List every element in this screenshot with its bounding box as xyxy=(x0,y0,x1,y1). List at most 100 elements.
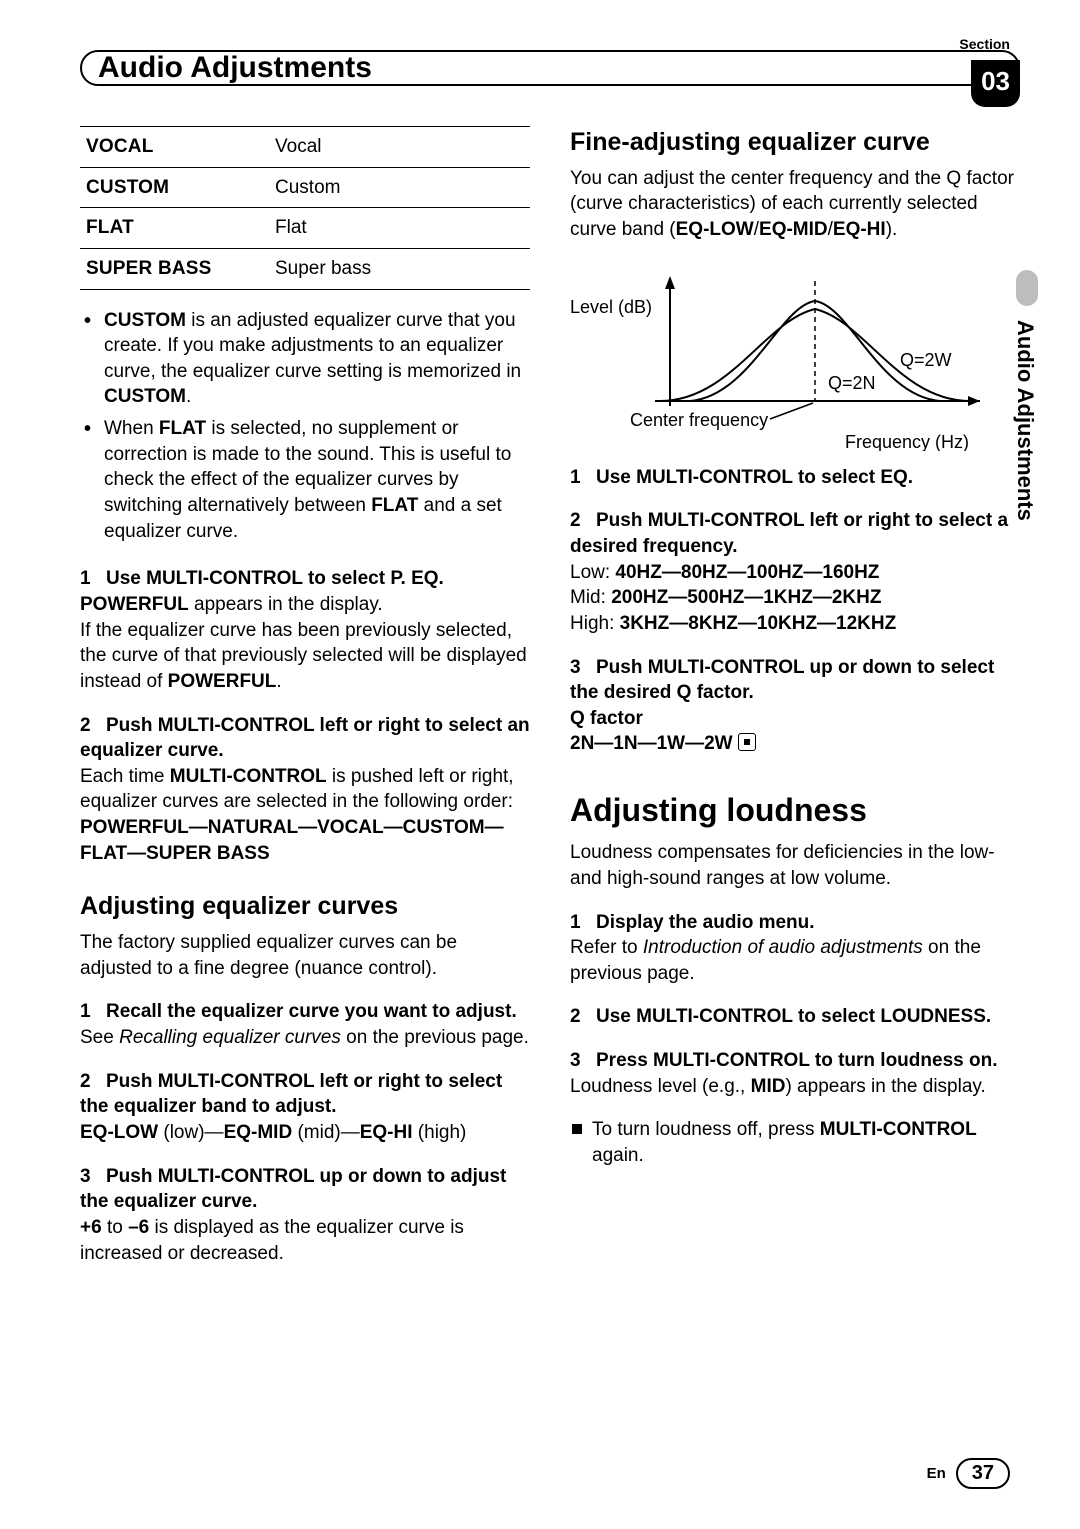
q-factor-vals: 2N—1N—1W—2W xyxy=(570,731,1020,757)
text: ) appears in the display. xyxy=(785,1076,985,1097)
page-title: Audio Adjustments xyxy=(98,51,382,85)
step-lead-text: Display the audio menu. xyxy=(596,912,815,933)
table-row: SUPER BASSSuper bass xyxy=(80,248,530,289)
text: to xyxy=(102,1217,128,1238)
step-select-q: 3Push MULTI-CONTROL up or down to select… xyxy=(570,655,1020,758)
text: Refer to xyxy=(570,937,643,958)
step-lead: 2Use MULTI-CONTROL to select LOUDNESS. xyxy=(570,1004,1020,1030)
step-num: 1 xyxy=(80,566,106,592)
italic: Recalling equalizer curves xyxy=(119,1027,341,1048)
strong: EQ-LOW xyxy=(676,219,754,240)
text: To turn loudness off, press xyxy=(592,1119,820,1140)
strong: 2N—1N—1W—2W xyxy=(570,733,733,754)
step-lead: 1Recall the equalizer curve you want to … xyxy=(80,999,530,1025)
heading-adjusting-curves: Adjusting equalizer curves xyxy=(80,890,530,924)
step-lead-text: Use MULTI-CONTROL to select P. EQ. xyxy=(106,568,444,589)
text: . xyxy=(276,671,281,692)
section-number-badge: 03 xyxy=(971,60,1020,107)
text: Loudness level (e.g., xyxy=(570,1076,751,1097)
strong: EQ-HI xyxy=(360,1122,413,1143)
text: on the previous page. xyxy=(341,1027,529,1048)
strong: MID xyxy=(751,1076,786,1097)
footer-page-number: 37 xyxy=(956,1458,1010,1489)
step-recall: 1Recall the equalizer curve you want to … xyxy=(80,999,530,1050)
text: Low: xyxy=(570,562,615,583)
step-lead: 1Use MULTI-CONTROL to select EQ. xyxy=(570,465,1020,491)
text: (low)— xyxy=(158,1122,223,1143)
step-num: 2 xyxy=(570,508,596,534)
preset-val: Flat xyxy=(269,208,530,249)
preset-val: Custom xyxy=(269,167,530,208)
strong: CUSTOM xyxy=(104,310,186,331)
text: See xyxy=(80,1027,119,1048)
freq-label: Frequency (Hz) xyxy=(845,432,969,451)
freq-mid: Mid: 200HZ—500HZ—1KHZ—2KHZ xyxy=(570,585,1020,611)
step-body: Loudness level (e.g., MID) appears in th… xyxy=(570,1074,1020,1100)
step-lead-text: Push MULTI-CONTROL left or right to sele… xyxy=(80,715,530,762)
table-row: FLATFlat xyxy=(80,208,530,249)
table-row: CUSTOMCustom xyxy=(80,167,530,208)
fine-intro: You can adjust the center frequency and … xyxy=(570,166,1020,243)
freq-low: Low: 40HZ—80HZ—100HZ—160HZ xyxy=(570,560,1020,586)
q2n-label: Q=2N xyxy=(828,373,876,393)
strong: +6 xyxy=(80,1217,102,1238)
step-lead: 2Push MULTI-CONTROL left or right to sel… xyxy=(570,508,1020,559)
step-lead-text: Use MULTI-CONTROL to select EQ. xyxy=(596,467,913,488)
step-num: 2 xyxy=(80,1069,106,1095)
end-mark-icon xyxy=(738,733,756,751)
strong: 200HZ—500HZ—1KHZ—2KHZ xyxy=(611,587,881,608)
footer-lang: En xyxy=(927,1465,946,1482)
bullet-custom: CUSTOM is an adjusted equalizer curve th… xyxy=(80,308,530,411)
step-lead-text: Push MULTI-CONTROL up or down to adjust … xyxy=(80,1166,506,1213)
side-tab-label: Audio Adjustments xyxy=(1012,320,1038,521)
step-num: 1 xyxy=(80,999,106,1025)
step-lead: 3Push MULTI-CONTROL up or down to adjust… xyxy=(80,1164,530,1215)
strong: –6 xyxy=(128,1217,149,1238)
side-tab-nub xyxy=(1016,270,1038,306)
preset-key: SUPER BASS xyxy=(80,248,269,289)
bullet-list: CUSTOM is an adjusted equalizer curve th… xyxy=(80,308,530,545)
content-columns: VOCALVocal CUSTOMCustom FLATFlat SUPER B… xyxy=(80,126,1020,1284)
step-lead: 3Press MULTI-CONTROL to turn loudness on… xyxy=(570,1048,1020,1074)
italic: Introduction of audio adjustments xyxy=(643,937,923,958)
left-column: VOCALVocal CUSTOMCustom FLATFlat SUPER B… xyxy=(80,126,530,1284)
preset-key: CUSTOM xyxy=(80,167,269,208)
bullet-flat: When FLAT is selected, no supplement or … xyxy=(80,416,530,544)
section-label: Section xyxy=(959,36,1010,52)
strong: FLAT xyxy=(371,495,418,516)
step-lead-text: Use MULTI-CONTROL to select LOUDNESS. xyxy=(596,1006,991,1027)
strong: POWERFUL xyxy=(80,594,189,615)
text: appears in the display. xyxy=(189,594,383,615)
step-body: POWERFUL appears in the display. xyxy=(80,592,530,618)
step-lead: 3Push MULTI-CONTROL up or down to select… xyxy=(570,655,1020,706)
strong: 3KHZ—8KHZ—10KHZ—12KHZ xyxy=(620,613,897,634)
loudness-off-note: To turn loudness off, press MULTI-CONTRO… xyxy=(570,1117,1020,1168)
q-factor-diagram: Level (dB) Center frequency Frequency (H… xyxy=(570,251,990,451)
preset-table: VOCALVocal CUSTOMCustom FLATFlat SUPER B… xyxy=(80,126,530,290)
step-body: If the equalizer curve has been previous… xyxy=(80,618,530,695)
step-num: 3 xyxy=(80,1164,106,1190)
step-lead: 1Display the audio menu. xyxy=(570,910,1020,936)
step-display-menu: 1Display the audio menu. Refer to Introd… xyxy=(570,910,1020,987)
step-body: +6 to –6 is displayed as the equalizer c… xyxy=(80,1215,530,1266)
heading-loudness: Adjusting loudness xyxy=(570,789,1020,832)
step-lead-text: Push MULTI-CONTROL left or right to sele… xyxy=(80,1071,502,1118)
step-select-freq: 2Push MULTI-CONTROL left or right to sel… xyxy=(570,508,1020,636)
strong: 40HZ—80HZ—100HZ—160HZ xyxy=(615,562,879,583)
right-column: Fine-adjusting equalizer curve You can a… xyxy=(570,126,1020,1284)
step-lead: 2Push MULTI-CONTROL left or right to sel… xyxy=(80,1069,530,1120)
text: ). xyxy=(886,219,898,240)
step-lead-text: Push MULTI-CONTROL left or right to sele… xyxy=(570,510,1008,557)
step-select-band: 2Push MULTI-CONTROL left or right to sel… xyxy=(80,1069,530,1146)
loudness-intro: Loudness compensates for deficiencies in… xyxy=(570,840,1020,891)
freq-high: High: 3KHZ—8KHZ—10KHZ—12KHZ xyxy=(570,611,1020,637)
text: Mid: xyxy=(570,587,611,608)
step-body: See Recalling equalizer curves on the pr… xyxy=(80,1025,530,1051)
step-lead: 1Use MULTI-CONTROL to select P. EQ. xyxy=(80,566,530,592)
text: When xyxy=(104,418,159,439)
step-body: Each time MULTI-CONTROL is pushed left o… xyxy=(80,764,530,815)
strong: EQ-HI xyxy=(833,219,886,240)
step-loudness-on: 3Press MULTI-CONTROL to turn loudness on… xyxy=(570,1048,1020,1099)
step-adjust-curve: 3Push MULTI-CONTROL up or down to adjust… xyxy=(80,1164,530,1267)
q-factor-label: Q factor xyxy=(570,706,1020,732)
